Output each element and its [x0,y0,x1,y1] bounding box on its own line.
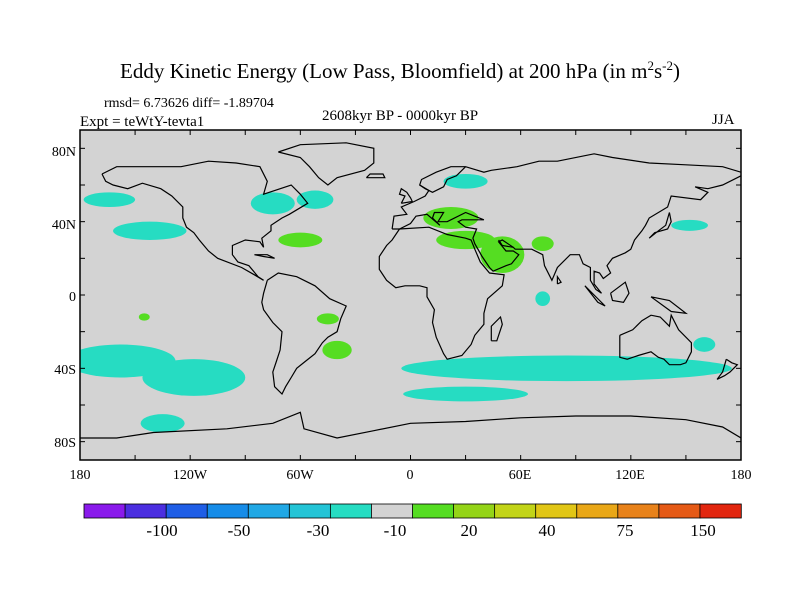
negative-anomaly-region [250,192,295,215]
colorbar-swatch [206,503,249,519]
positive-anomaly-region [480,236,525,273]
colorbar-swatch [535,503,578,519]
figure-title: Eddy Kinetic Energy (Low Pass, Bloomfiel… [120,58,680,83]
negative-anomaly-region [693,337,716,352]
colorbar-label: -10 [383,521,407,540]
season-label: JJA [712,112,735,128]
coastline-new-guinea [650,296,688,315]
experiment-label: Expt = teWtY-tevta1 [80,114,205,130]
colorbar-swatch [699,503,742,519]
stats-label: rmsd= 6.73626 diff= -1.89704 [104,96,274,111]
coastline-greenland [278,142,375,186]
negative-anomaly-region [140,414,185,433]
lat-tick-label: 40S [54,363,76,378]
map-ocean-background [80,130,741,460]
coastline-antarctica [80,411,741,439]
negative-anomaly-region [113,221,187,240]
colorbar-swatch [165,503,208,519]
coastline-south-america [261,272,347,396]
lon-tick-label: 0 [406,468,414,483]
period-label: 2608kyr BP - 0000kyr BP [322,108,479,124]
lon-tick-label: 180 [69,468,91,483]
colorbar-label: 150 [690,521,716,540]
coastline-new-zealand [716,358,739,380]
coastline-iceland [365,173,386,179]
coastline-sri-lanka [556,274,562,285]
negative-anomaly-region [403,386,529,402]
lon-tick-label: 120W [172,468,208,483]
coastline-arabia-gulf [498,239,514,248]
positive-anomaly-region [278,232,323,248]
colorbar-swatch [412,503,455,519]
colorbar-swatch [494,503,537,519]
coastline-scandinavia [419,166,467,193]
negative-anomaly-region [535,291,551,306]
negative-anomaly-region [142,359,246,396]
lat-tick-label: 80N [51,145,76,160]
colorbar-swatch [617,503,660,519]
negative-anomaly-region [443,174,488,189]
coastline-madagascar [490,315,503,342]
colorbar [83,503,742,519]
colorbar-swatch [576,503,619,519]
negative-anomaly-region [83,192,136,208]
positive-anomaly-region [316,313,339,325]
colorbar-swatch [658,503,701,519]
colorbar-swatch [124,503,167,519]
colorbar-label: 40 [538,521,556,540]
positive-anomaly-region [531,236,554,252]
colorbar-label: -30 [306,521,330,540]
lon-tick-label: 60W [286,468,314,483]
coastline-japan [648,212,672,239]
coastline-australia [619,313,693,366]
lon-tick-label: 120E [615,468,645,483]
colorbar-swatch [371,503,414,519]
lat-tick-label: 40N [51,218,76,233]
coastline-borneo [610,281,630,303]
lat-tick-label: 80S [54,436,76,451]
coastline-uk [398,187,414,204]
negative-anomaly-region [671,219,708,231]
lat-tick-label: 0 [69,290,76,305]
colorbar-label: 75 [616,521,634,540]
axis-ticks [79,130,742,460]
colorbar-swatch [247,503,291,519]
colorbar-label: -100 [146,521,178,540]
lon-tick-label: 180 [730,468,752,483]
colorbar-swatch [453,503,496,519]
positive-anomaly-region [138,313,150,321]
lon-tick-label: 60E [508,468,532,483]
coastline-north-america [101,160,309,281]
coastline-cuba [254,254,275,259]
colorbar-label: -50 [227,521,251,540]
positive-anomaly-region [322,340,352,360]
negative-anomaly-region [401,355,732,382]
colorbar-swatch [288,503,332,519]
coastline-africa [378,226,505,360]
colorbar-swatch [329,503,373,519]
coastline-asia-south [392,175,741,294]
colorbar-swatch [83,503,126,519]
colorbar-label: 20 [460,521,478,540]
coastline-layer [80,142,741,439]
coastline-indonesia-sumatra [584,285,606,307]
